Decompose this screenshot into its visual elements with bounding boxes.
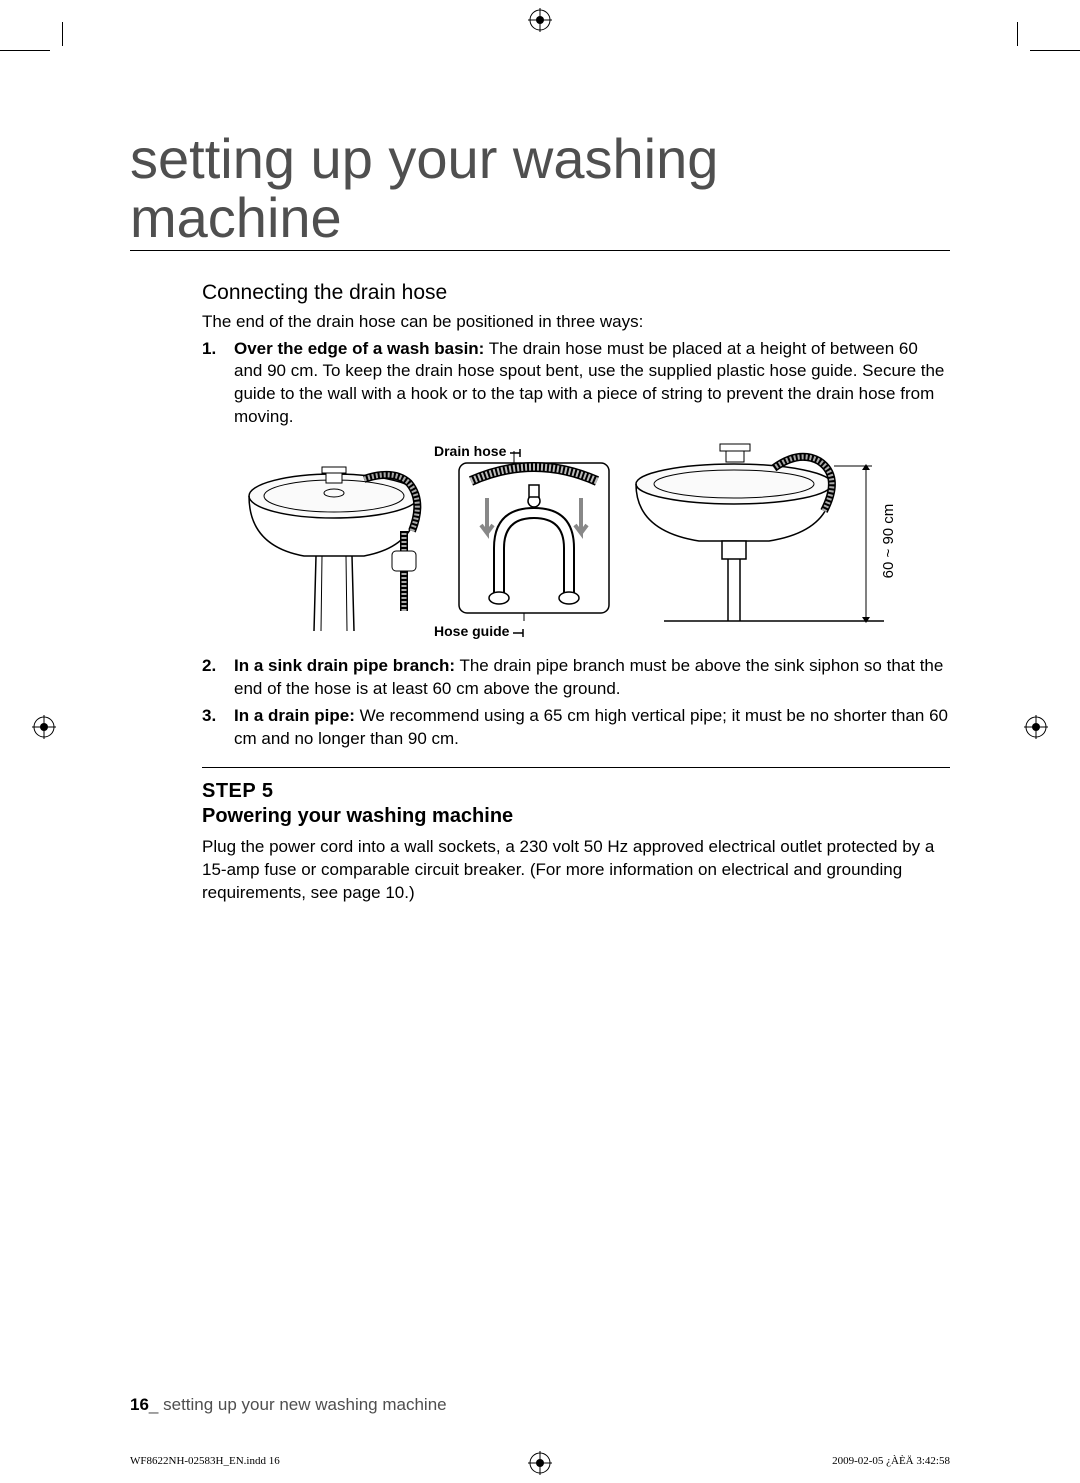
footer-separator: _: [149, 1395, 163, 1414]
item-lead: In a drain pipe:: [234, 706, 355, 725]
list-item: 1. Over the edge of a wash basin: The dr…: [202, 338, 950, 430]
item-number: 2.: [202, 655, 216, 678]
item-number: 1.: [202, 338, 216, 361]
crop-mark-left-line: [0, 50, 50, 51]
page-title-line2: machine: [130, 186, 342, 249]
instruction-list: 1. Over the edge of a wash basin: The dr…: [202, 338, 950, 430]
running-title: setting up your new washing machine: [163, 1395, 447, 1414]
page-content: setting up your washing machine Connecti…: [130, 130, 950, 905]
step-body-text: Plug the power cord into a wall sockets,…: [202, 836, 950, 905]
section-drain-hose: Connecting the drain hose The end of the…: [202, 281, 950, 905]
diagram-label-hose-guide: Hose guide: [434, 623, 527, 639]
list-item: 2. In a sink drain pipe branch: The drai…: [202, 655, 950, 701]
diagram-label-drain-hose: Drain hose: [434, 443, 524, 459]
diagram-svg: [234, 441, 914, 641]
registration-mark-icon: [528, 8, 552, 32]
drain-hose-diagram: Drain hose Hose guide: [234, 441, 914, 641]
intro-text: The end of the drain hose can be positio…: [202, 311, 950, 334]
item-lead: In a sink drain pipe branch:: [234, 656, 455, 675]
imprint-filename: WF8622NH-02583H_EN.indd 16: [130, 1455, 280, 1467]
list-item: 3. In a drain pipe: We recommend using a…: [202, 705, 950, 751]
step-title: Powering your washing machine: [202, 805, 950, 828]
page-footer: 16_ setting up your new washing machine: [130, 1395, 950, 1415]
imprint-timestamp: 2009-02-05 ¿ÀÈÄ 3:42:58: [832, 1455, 950, 1467]
step-label: STEP 5: [202, 780, 950, 803]
instruction-list-cont: 2. In a sink drain pipe branch: The drai…: [202, 655, 950, 751]
step-5-section: STEP 5 Powering your washing machine Plu…: [202, 780, 950, 905]
subsection-title: Connecting the drain hose: [202, 281, 950, 305]
page-number: 16: [130, 1395, 149, 1414]
item-lead: Over the edge of a wash basin:: [234, 339, 484, 358]
crop-mark-right-line: [1030, 50, 1080, 51]
registration-mark-icon: [1024, 715, 1048, 739]
diagram-label-height: 60 ~ 90 cm: [880, 504, 897, 579]
imprint-bar: WF8622NH-02583H_EN.indd 16 2009-02-05 ¿À…: [130, 1455, 950, 1467]
registration-mark-icon: [32, 715, 56, 739]
page-title-line1: setting up your washing: [130, 127, 718, 190]
page-title: setting up your washing machine: [130, 130, 950, 251]
item-number: 3.: [202, 705, 216, 728]
divider-icon: [202, 767, 950, 768]
